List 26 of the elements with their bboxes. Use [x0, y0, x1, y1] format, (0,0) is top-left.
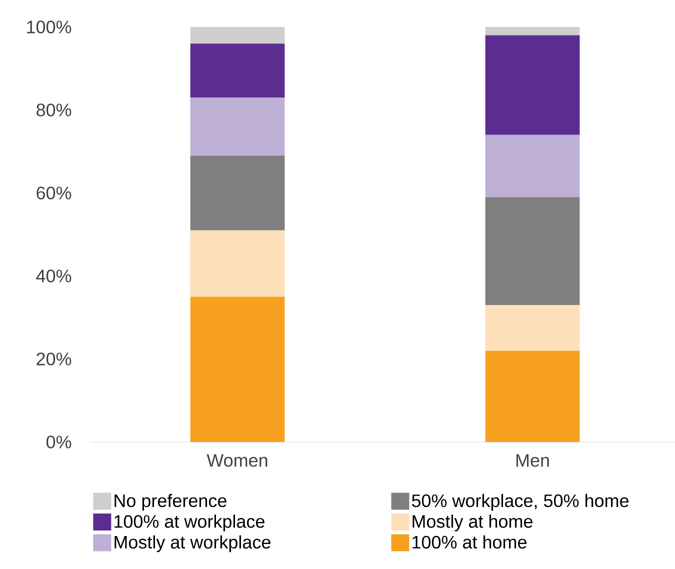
y-tick-label: 80%	[36, 104, 72, 116]
legend-label: 100% at home	[412, 535, 526, 549]
bar	[190, 156, 285, 230]
bar	[190, 98, 285, 156]
bar	[485, 35, 580, 135]
bar	[485, 134, 580, 198]
bar	[190, 26, 285, 44]
legend-label: No preference	[114, 494, 226, 511]
y-tick-label: 0%	[46, 436, 72, 448]
bar	[485, 350, 580, 442]
y-tick-label: 40%	[36, 270, 72, 282]
x-tick-label: Men	[516, 454, 549, 467]
legend-label: Mostly at workplace	[114, 535, 270, 552]
bar	[485, 197, 580, 306]
legend-label: Mostly at home	[412, 514, 532, 532]
bar	[485, 305, 580, 351]
bar	[190, 296, 285, 442]
x-tick-label: Women	[206, 454, 268, 467]
bar	[190, 230, 285, 297]
bar	[190, 44, 285, 98]
y-tick-label: 60%	[36, 186, 72, 200]
legend-label: 100% at workplace	[114, 514, 264, 532]
y-tick-label: 20%	[36, 352, 72, 366]
y-tick-label: 100%	[27, 20, 72, 34]
bar	[485, 26, 580, 36]
legend-label: 50% workplace, 50% home	[412, 494, 628, 511]
